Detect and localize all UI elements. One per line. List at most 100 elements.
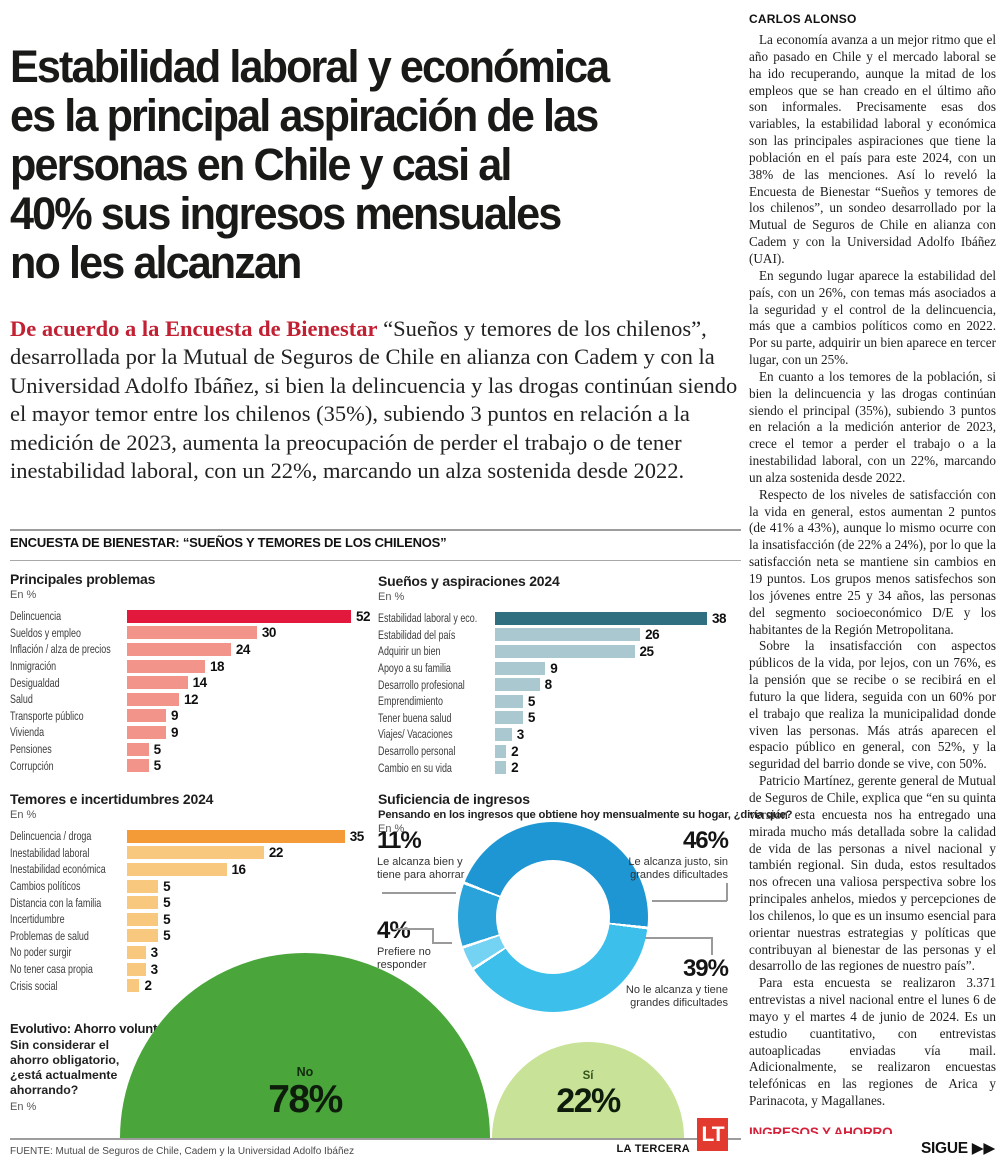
bar-category-label: Cambio en su vida: [378, 760, 452, 775]
bar-category-label: Pensiones: [10, 742, 52, 757]
bar-value: 30: [261, 625, 277, 641]
donut-callout-value: 4%: [377, 917, 411, 944]
donut-chart-suficiencia-ingresos: Suficiencia de ingresos Pensando en los …: [377, 791, 793, 1023]
bar-category-label: Incertidumbre: [10, 912, 65, 927]
bar-row: Crisis social 2: [10, 977, 370, 994]
donut-callout-value: 11%: [377, 827, 422, 854]
bar-category-label: Tener buena salud: [378, 710, 452, 725]
donut-callout: 46% Le alcanza justo, sin grandes dificu…: [618, 829, 729, 882]
leader-line: [652, 900, 727, 902]
bar-category-label: Problemas de salud: [10, 928, 89, 943]
bar-value: 5: [163, 895, 171, 911]
donut-callout-label: No le alcanza y tiene grandes dificultad…: [625, 984, 728, 1009]
bar-row: Estabilidad del país 26: [378, 627, 741, 644]
bar-category-label: Adquirir un bien: [378, 644, 441, 659]
chart-title: Temores e incertidumbres 2024: [10, 791, 214, 807]
bar: [495, 744, 507, 758]
leader-line: [645, 937, 712, 939]
donut-hole: [496, 860, 610, 974]
bar-category-label: Delincuencia: [10, 609, 62, 624]
bar: [495, 694, 523, 708]
leader-line: [395, 928, 432, 930]
headline-line: no les alcanzan: [10, 237, 302, 289]
bar: [495, 661, 546, 675]
headline-line: 40% sus ingresos mensuales: [10, 188, 562, 240]
bar-row: Emprendimiento 5: [378, 693, 741, 710]
bar-row: Sueldos y empleo 30: [10, 625, 370, 642]
bar-row: Pensiones 5: [10, 741, 370, 758]
bar: [127, 962, 146, 976]
bar: [127, 862, 227, 876]
bar: [127, 626, 257, 640]
bar-chart-temores-incertidumbres: Temores e incertidumbres 2024 En % Delin…: [10, 791, 370, 994]
bar-category-label: Apoyo a su familia: [378, 661, 451, 676]
bar-value: 2: [511, 743, 519, 759]
source-credit: FUENTE: Mutual de Seguros de Chile, Cade…: [10, 1146, 355, 1157]
semicircle-clip: [10, 953, 741, 1138]
bar-value: 5: [153, 741, 162, 757]
divider: [10, 1138, 741, 1140]
bar-row: Problemas de salud 5: [10, 928, 370, 945]
bar-row: Apoyo a su familia 9: [378, 660, 741, 677]
bar-value: 14: [192, 675, 208, 691]
bar: [127, 979, 140, 993]
lede-lead-in: De acuerdo a la Encuesta de Bienestar: [10, 315, 378, 341]
bar-category-label: Desigualdad: [10, 675, 60, 690]
article-paragraph: Patricio Martínez, gerente general de Mu…: [749, 773, 996, 974]
article-column: CARLOS ALONSO La economía avanza a un me…: [749, 12, 996, 1134]
bar-category-label: Salud: [10, 692, 33, 707]
bar-value: 25: [639, 643, 655, 659]
bar-category-label: Inflación / alza de precios: [10, 642, 111, 657]
bar-value: 5: [163, 928, 171, 944]
article-paragraph: Sobre la insatisfacción con aspectos púb…: [749, 638, 996, 772]
bar-row: Desigualdad 14: [10, 674, 370, 691]
byline: CARLOS ALONSO: [749, 12, 857, 26]
bar: [127, 709, 166, 723]
bar-value: 9: [170, 708, 179, 724]
semicircle-category: Sí: [582, 1070, 594, 1082]
bar: [495, 727, 512, 741]
bar-row: Inestabilidad laboral 22: [10, 845, 370, 862]
article-paragraph: Respecto de los niveles de satisfacción …: [749, 486, 996, 637]
donut-callout: 39% No le alcanza y tiene grandes dificu…: [623, 957, 729, 1010]
bar-value: 38: [712, 610, 727, 626]
article-paragraph: En cuanto a los temores de la población,…: [749, 368, 996, 485]
bar-row: Distancia con la familia 5: [10, 894, 370, 911]
bar-category-label: Estabilidad laboral y eco.: [378, 611, 478, 626]
bar-category-label: Desarrollo profesional: [378, 677, 465, 692]
leader-line: [382, 892, 456, 894]
chart-title: Sueños y aspiraciones 2024: [378, 573, 560, 589]
chart-unit-label: En %: [10, 1101, 37, 1113]
chart-question: Sin considerar el ahorro obligatorio, ¿e…: [10, 1038, 120, 1097]
chart-unit-label: En %: [10, 809, 37, 821]
bar: [127, 676, 188, 690]
leader-line: [432, 928, 434, 943]
bar-row: Delincuencia 52: [10, 608, 371, 625]
article-paragraph: Para esta encuesta se realizaron 3.371 e…: [749, 975, 996, 1109]
bar: [495, 711, 523, 725]
semicircle-value: 78%: [268, 1078, 343, 1121]
chart-title: Principales problemas: [10, 571, 156, 587]
chart-subtitle: Pensando en los ingresos que obtiene hoy…: [378, 809, 793, 821]
bar: [127, 829, 345, 843]
bar-category-label: Distancia con la familia: [10, 895, 102, 910]
bar-category-label: Cambios políticos: [10, 879, 81, 894]
bar-value: 5: [527, 710, 536, 726]
continue-marker: SIGUE ▶▶: [921, 1140, 995, 1157]
bar: [127, 742, 149, 756]
bar-row: Desarrollo personal 2: [378, 743, 741, 760]
chart-title: Suficiencia de ingresos: [378, 791, 530, 807]
bar: [495, 678, 540, 692]
bar-row: Inflación / alza de precios 24: [10, 641, 370, 658]
bar-value: 2: [144, 978, 152, 994]
bar-value: 12: [183, 691, 199, 707]
bar-row: Inmigración 18: [10, 658, 370, 675]
chart-title: Evolutivo: Ahorro voluntario: [10, 1021, 181, 1036]
bar-row: Cambio en su vida 2: [378, 759, 741, 776]
donut-callout-label: Le alcanza bien y tiene para ahorrar: [377, 856, 465, 881]
bar: [126, 609, 351, 623]
bar-value: 16: [231, 861, 247, 877]
article-paragraph: La economía avanza a un mejor ritmo que …: [749, 32, 996, 266]
bar-value: 5: [153, 758, 162, 774]
